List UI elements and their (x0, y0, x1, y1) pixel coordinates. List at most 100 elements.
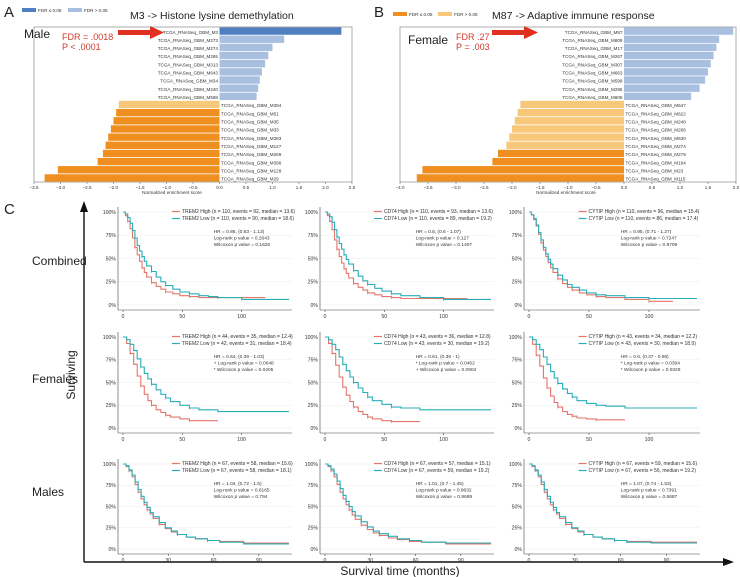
km-xtick-label: 90 (664, 558, 670, 564)
km-xtick-label: 100 (645, 314, 654, 320)
panel-b-tick-label: −1.0 (563, 185, 573, 190)
km-stat-line: Log-rank p value = 0.7247 (621, 236, 677, 242)
km-legend-entry: TREM2 Low (n = 42, events = 31, median =… (182, 341, 292, 347)
km-stat-line: Log-rank p value = 0.9632 (416, 488, 472, 494)
km-stat-line: * Log-rank p value = 0.0394 (621, 361, 680, 367)
km-curve-high (123, 211, 266, 299)
km-ytick-label: 50% (308, 504, 319, 510)
km-xtick-label: 100 (645, 437, 654, 443)
panel-b-tick-label: −1.5 (535, 185, 545, 190)
km-curve-low (123, 211, 289, 300)
panel-a-tick-label: −2.5 (82, 185, 92, 190)
km-curve-high (529, 211, 673, 302)
panel-b-bar (422, 166, 624, 174)
panel-b-bar-label: TCGA_RNASeq_GBM_M663 (562, 71, 623, 76)
km-ytick-label: 0% (515, 303, 523, 309)
km-curve-high (123, 336, 218, 422)
km-xtick-label: 0 (528, 314, 531, 320)
km-xtick-label: 0 (324, 314, 327, 320)
km-females-cytip: 0% 25% 50% 75% 100% 0 50 100 CYTIP High (n = 43,… (509, 332, 700, 443)
panel-b-bar-label: TCGA_RNASeq_GBM_M248 (626, 119, 687, 124)
panel-a-bar-label: TCGA_RNASeq_GBM_M273 (158, 38, 219, 43)
km-stat-line: + Wilcoxon p value = 0.0904 (416, 367, 477, 373)
panel-a-bar (44, 174, 220, 182)
km-xtick-label: 0 (528, 558, 531, 564)
km-stat-line: + Log-rank p value = 0.0648 (214, 361, 274, 367)
panel-a-tick-label: 2.5 (349, 185, 356, 190)
panel-a-legend-high: FDR > 0.05 (84, 8, 108, 13)
panel-b-bar-label: TCGA_RNASeq_GBM_M267 (562, 54, 623, 59)
km-xtick-label: 0 (122, 437, 125, 443)
km-ytick-label: 100% (103, 210, 117, 216)
panel-b-bar-label: TCGA_RNASeq_GBM_M17 (565, 46, 623, 51)
km-ytick-label: 100% (509, 335, 523, 341)
km-ytick-label: 25% (308, 526, 319, 532)
panel-a-bar (219, 51, 269, 60)
km-stat-line: HR = 0.64, (0.39 - 1.03) (214, 354, 265, 360)
panel-a-letter: A (4, 4, 14, 21)
panel-a-bar (219, 27, 342, 35)
panel-a-bar (108, 133, 220, 141)
panel-b-bar-label: TCGA_RNASeq_GBM_M630 (626, 136, 687, 141)
km-legend-entry: TREM2 Low (n = 67, events = 58, median =… (182, 468, 292, 474)
km-xtick-label: 100 (439, 314, 448, 320)
km-ytick-label: 0% (109, 547, 117, 553)
km-ytick-label: 0% (311, 303, 319, 309)
panel-b-title: M87 -> Adaptive immune response (492, 10, 655, 22)
km-ytick-label: 75% (106, 233, 117, 239)
km-legend-entry: TREM2 Low (n = 110, events = 90, median … (182, 216, 294, 222)
panel-b-tick-label: −2.5 (479, 185, 489, 190)
panel-a-bar (118, 100, 220, 109)
panel-b-group: Female (408, 33, 448, 47)
panel-a-fdr: FDR = .0018 (62, 32, 113, 42)
km-stat-line: Wilcoxon p value = 0.794 (214, 494, 268, 500)
panel-b-bar (498, 149, 624, 158)
km-stat-line: Wilcoxon p value = 0.8709 (621, 242, 678, 248)
panel-a-bar-label: TCGA_RNASeq_GBM_M265 (158, 54, 219, 59)
panel-a-legend-high-swatch (68, 8, 82, 12)
panel-a-bar (57, 166, 220, 174)
panel-b-tick-label: 0.0 (621, 185, 628, 190)
panel-a-bar-label: TCGA_RNASeq_GBM_M274 (158, 46, 219, 51)
panel-b-bar (506, 141, 624, 149)
km-curve-low (529, 211, 697, 300)
km-xtick-label: 30 (572, 558, 578, 564)
panel-a-tick-label: 1.0 (269, 185, 276, 190)
km-legend-entry: CYTIP High (n = 67, events = 59, median … (589, 461, 698, 467)
km-xtick-label: 60 (413, 558, 419, 564)
km-stat-line: Wilcoxon p value = 0.1625 (214, 242, 271, 248)
panel-a-bar (113, 117, 220, 125)
km-stat-line: Log-rank p value = 0.2643 (214, 236, 270, 242)
km-xtick-label: 50 (586, 314, 592, 320)
km-stat-line: HR = 0.8, (0.6 - 1.07) (416, 229, 462, 235)
km-ytick-label: 50% (106, 504, 117, 510)
km-males-trem2: 0% 25% 50% 75% 100% 0 30 60 90 TREM2 High (n = 67… (103, 459, 293, 564)
km-xtick-label: 50 (381, 314, 387, 320)
km-xtick-label: 60 (211, 558, 217, 564)
panel-b-bar-label: TCGA_RNASeq_GBM_M295 (562, 87, 623, 92)
panel-b-bar (624, 60, 711, 68)
km-ytick-label: 75% (308, 358, 319, 364)
panel-b-bar (512, 125, 624, 133)
km-xtick-label: 50 (179, 437, 185, 443)
km-ytick-label: 0% (311, 426, 319, 432)
km-ytick-label: 0% (311, 547, 319, 553)
panel-b-bar (509, 133, 624, 141)
panel-b-fdr: FDR .27 (456, 32, 490, 42)
km-ytick-label: 0% (515, 547, 523, 553)
panel-b-bar (514, 117, 624, 125)
km-males-cytip: 0% 25% 50% 75% 100% 0 30 60 90 CYTIP High (n = 67… (509, 459, 700, 564)
panel-a-bar-label: TCGA_RNASeq_GBM_M643 (158, 71, 219, 76)
km-stat-line: * Wilcoxon p value = 0.0405 (214, 367, 274, 373)
panel-b-bar (624, 92, 692, 101)
km-ytick-label: 75% (308, 483, 319, 489)
panel-b-tick-label: 1.5 (705, 185, 712, 190)
km-xtick-label: 60 (618, 558, 624, 564)
km-ytick-label: 75% (106, 358, 117, 364)
km-xtick-label: 100 (237, 437, 246, 443)
panel-b-bar (624, 76, 706, 84)
panel-a-bars: TCGA_RNASeq_GBM_M3 TCGA_RNASeq_GBM_M273 TC… (29, 26, 356, 190)
km-ytick-label: 100% (103, 462, 117, 468)
km-legend-entry: CYTIP Low (n = 110, events = 86, median … (589, 216, 699, 222)
panel-b-letter: B (374, 4, 384, 21)
